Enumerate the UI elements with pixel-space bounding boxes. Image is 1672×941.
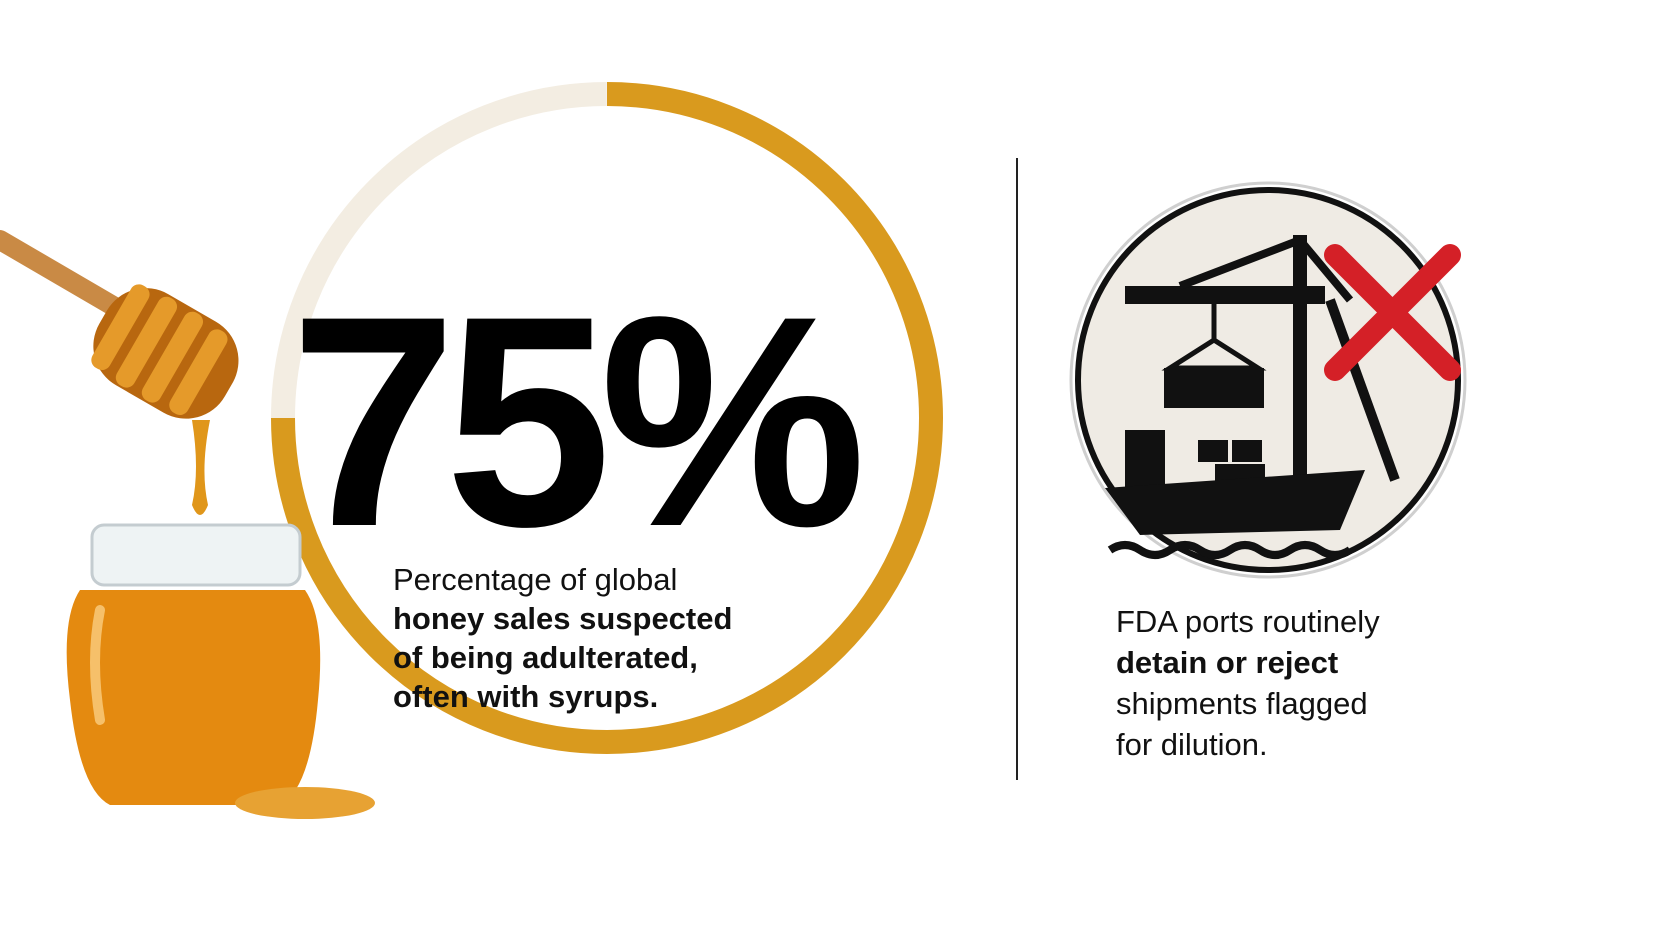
right-caption: FDA ports routinely detain or reject shipm… [1116,604,1380,762]
caption-line: for dilution. [1116,727,1268,762]
caption-line: shipments flagged [1116,686,1368,721]
port-icon [1069,181,1467,579]
left-caption: Percentage of global honey sales suspecte… [393,562,732,714]
honey-illustration [0,230,375,819]
stat-value: 75% [290,253,862,589]
progress-ring [271,82,943,754]
caption-line: often with syrups. [393,679,658,714]
caption-line: of being adulterated, [393,640,698,675]
ring-value [271,82,943,754]
caption-line: Percentage of global [393,562,677,597]
caption-line: FDA ports routinely [1116,604,1380,639]
caption-line: honey sales suspected [393,601,732,636]
ring-track [271,82,607,419]
caption-line: detain or reject [1116,645,1338,680]
